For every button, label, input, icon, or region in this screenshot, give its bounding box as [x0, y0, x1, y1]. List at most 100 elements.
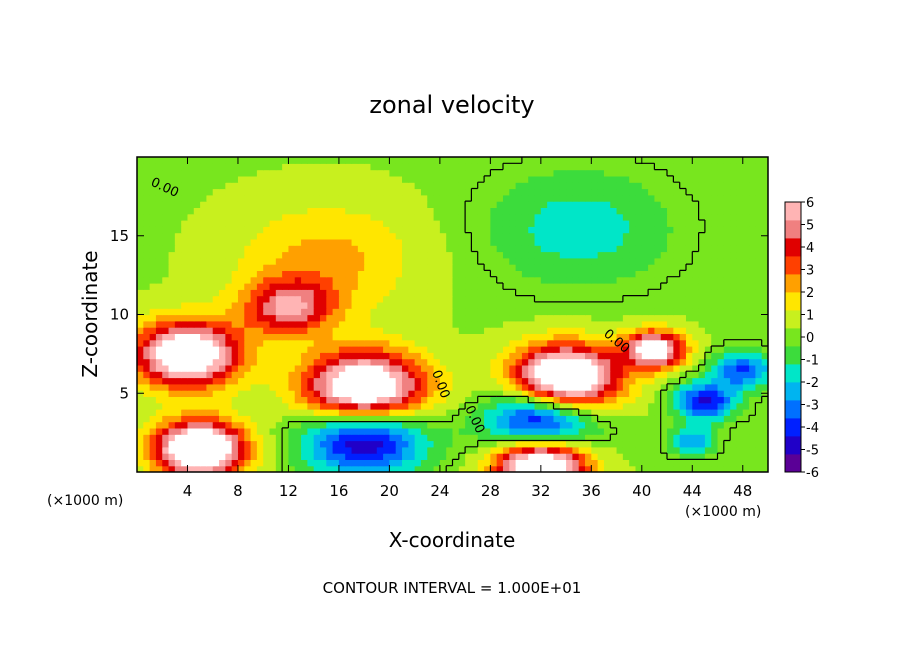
- heatmap-cell: [698, 220, 706, 227]
- heatmap-cell: [534, 409, 542, 416]
- heatmap-cell: [566, 213, 573, 221]
- heatmap-cell: [755, 163, 763, 171]
- heatmap-cell: [610, 220, 618, 227]
- heatmap-cell: [540, 390, 548, 397]
- heatmap-cell: [742, 194, 750, 202]
- heatmap-cell: [420, 377, 428, 385]
- heatmap-cell: [275, 314, 283, 322]
- heatmap-cell: [572, 396, 580, 404]
- heatmap-cell: [269, 270, 277, 278]
- heatmap-cell: [263, 358, 271, 366]
- heatmap-cell: [502, 320, 510, 328]
- heatmap-cell: [282, 333, 290, 341]
- heatmap-cell: [219, 459, 226, 467]
- heatmap-cell: [540, 364, 548, 372]
- heatmap-cell: [332, 434, 340, 442]
- heatmap-cell: [294, 377, 302, 385]
- heatmap-cell: [692, 182, 700, 190]
- heatmap-cell: [679, 339, 687, 347]
- heatmap-cell: [717, 175, 725, 183]
- heatmap-cell: [578, 245, 586, 253]
- heatmap-cell: [465, 409, 473, 416]
- heatmap-cell: [629, 421, 637, 429]
- heatmap-cell: [345, 465, 353, 472]
- heatmap-cell: [155, 390, 163, 397]
- heatmap-cell: [597, 358, 605, 366]
- heatmap-cell: [420, 415, 428, 423]
- heatmap-cell: [250, 453, 258, 460]
- heatmap-cell: [635, 295, 643, 303]
- heatmap-cell: [244, 396, 252, 404]
- heatmap-cell: [749, 314, 756, 322]
- heatmap-cell: [162, 226, 170, 234]
- heatmap-cell: [521, 352, 529, 360]
- heatmap-cell: [616, 276, 624, 284]
- heatmap-cell: [629, 308, 637, 316]
- heatmap-cell: [502, 289, 510, 297]
- heatmap-cell: [383, 264, 390, 271]
- heatmap-cell: [673, 163, 681, 171]
- heatmap-cell: [515, 194, 523, 202]
- heatmap-cell: [212, 440, 220, 448]
- heatmap-cell: [351, 213, 359, 221]
- heatmap-cell: [439, 276, 447, 284]
- heatmap-cell: [534, 314, 542, 322]
- heatmap-cell: [427, 270, 435, 278]
- heatmap-cell: [660, 402, 668, 410]
- heatmap-cell: [294, 238, 302, 246]
- heatmap-cell: [458, 364, 466, 372]
- heatmap-cell: [446, 427, 454, 435]
- heatmap-cell: [168, 440, 176, 448]
- heatmap-cell: [155, 232, 163, 240]
- heatmap-cell: [137, 169, 144, 177]
- heatmap-cell: [307, 314, 315, 322]
- heatmap-cell: [212, 333, 220, 341]
- heatmap-cell: [389, 396, 397, 404]
- heatmap-cell: [730, 453, 738, 460]
- heatmap-cell: [496, 402, 504, 410]
- heatmap-cell: [206, 390, 214, 397]
- heatmap-cell: [509, 364, 517, 372]
- heatmap-cell: [408, 358, 416, 366]
- heatmap-cell: [288, 270, 296, 278]
- heatmap-cell: [301, 358, 308, 366]
- heatmap-cell: [420, 238, 428, 246]
- heatmap-cell: [225, 245, 233, 253]
- heatmap-cell: [698, 157, 706, 164]
- heatmap-cell: [162, 352, 170, 360]
- heatmap-cell: [219, 283, 226, 290]
- heatmap-cell: [679, 465, 687, 472]
- heatmap-cell: [275, 175, 283, 183]
- heatmap-cell: [351, 402, 359, 410]
- heatmap-cell: [338, 157, 346, 164]
- heatmap-cell: [603, 453, 611, 460]
- heatmap-cell: [572, 157, 580, 164]
- heatmap-cell: [648, 308, 656, 316]
- heatmap-cell: [313, 157, 321, 164]
- heatmap-cell: [181, 194, 189, 202]
- heatmap-cell: [427, 427, 435, 435]
- heatmap-cell: [313, 226, 321, 234]
- heatmap-cell: [212, 182, 220, 190]
- heatmap-cell: [603, 371, 611, 379]
- heatmap-cell: [654, 453, 662, 460]
- heatmap-cell: [572, 283, 580, 290]
- heatmap-cell: [408, 245, 416, 253]
- heatmap-cell: [174, 264, 182, 271]
- heatmap-cell: [326, 182, 334, 190]
- heatmap-cell: [269, 434, 277, 442]
- heatmap-cell: [231, 371, 239, 379]
- heatmap-cell: [509, 270, 517, 278]
- heatmap-cell: [244, 245, 252, 253]
- heatmap-cell: [566, 182, 573, 190]
- heatmap-cell: [496, 226, 504, 234]
- heatmap-cell: [269, 396, 277, 404]
- heatmap-cell: [635, 301, 643, 309]
- heatmap-cell: [578, 352, 586, 360]
- heatmap-cell: [256, 421, 264, 429]
- heatmap-cell: [622, 201, 630, 208]
- heatmap-cell: [616, 245, 624, 253]
- heatmap-cell: [452, 383, 460, 391]
- heatmap-cell: [711, 169, 719, 177]
- heatmap-cell: [137, 175, 144, 183]
